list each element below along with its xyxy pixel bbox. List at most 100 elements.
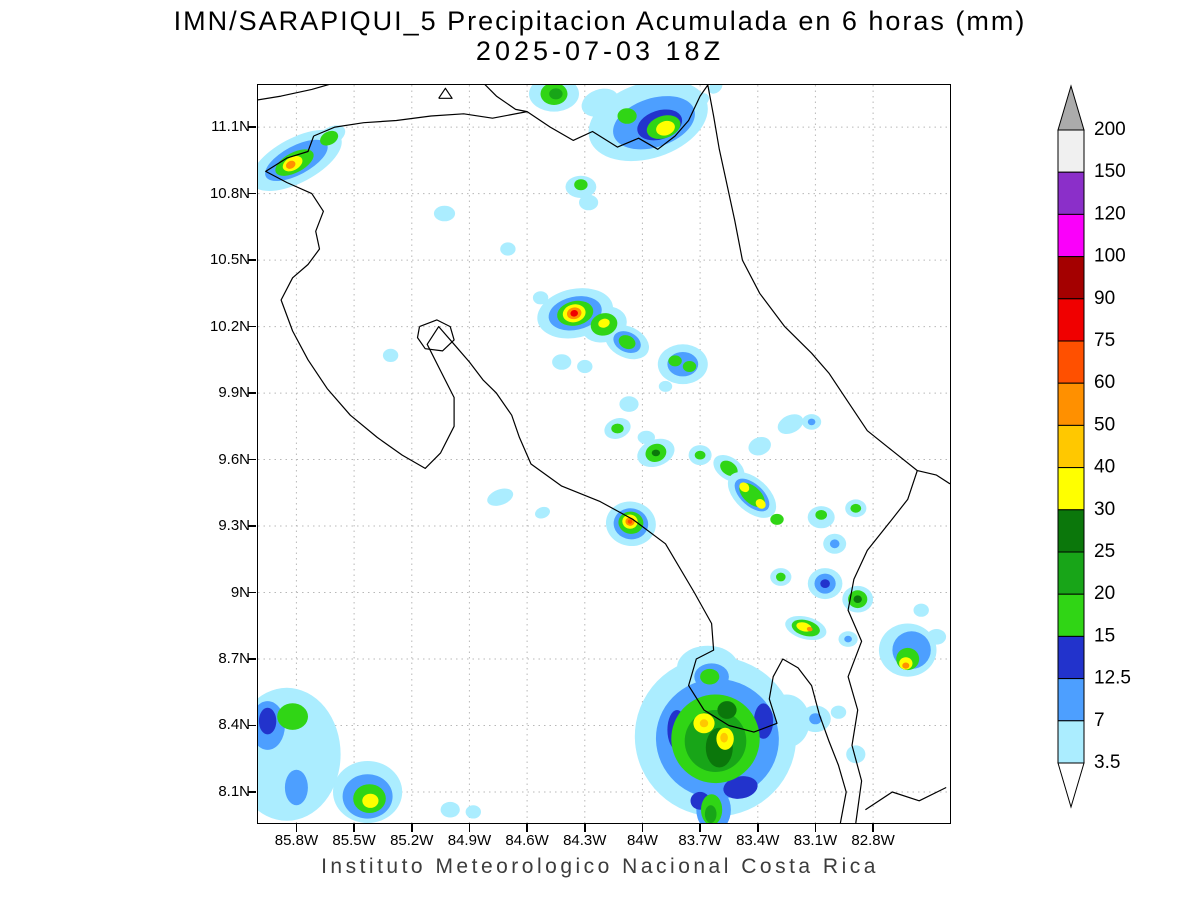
precip-cell	[738, 481, 749, 492]
precip-cell	[699, 668, 719, 684]
colorbar-label: 3.5	[1094, 752, 1120, 773]
colorbar-segment	[1057, 256, 1085, 300]
precip-cell	[747, 436, 771, 455]
colorbar-segment	[1057, 171, 1085, 215]
colorbar-label: 60	[1094, 372, 1115, 393]
precip-cell	[845, 744, 865, 763]
x-axis-tick	[584, 824, 586, 832]
colorbar-segment	[1057, 213, 1085, 258]
y-axis-label: 10.8N	[209, 184, 250, 202]
precip-cell	[532, 290, 548, 304]
colorbar-segment	[1057, 424, 1085, 469]
precip-cell	[843, 635, 852, 642]
coastline	[264, 135, 847, 823]
x-axis-tick	[411, 824, 413, 832]
precip-cell	[618, 334, 635, 349]
colorbar-label: 25	[1094, 541, 1115, 562]
colorbar: 200 150 120 100 90 75 60 50 40 30 25 20 15 12.5 7 3.5	[1057, 84, 1131, 809]
precip-cell	[814, 509, 827, 520]
colorbar-segment	[1057, 593, 1085, 637]
precip-cell	[699, 718, 708, 727]
colorbar-segment	[1057, 720, 1085, 764]
coastline	[437, 87, 453, 99]
y-axis-label: 10.2N	[209, 317, 250, 335]
coastline	[484, 84, 527, 112]
x-axis-label: 84.6W	[505, 832, 549, 849]
precip-cell	[755, 498, 766, 509]
precip-cell	[658, 380, 672, 392]
x-axis-tick	[295, 824, 298, 832]
precip-cell	[627, 518, 632, 524]
colorbar-label: 20	[1094, 583, 1115, 604]
precip-cell	[853, 594, 862, 603]
precip-cell	[829, 538, 839, 548]
colorbar-label: 120	[1094, 203, 1126, 224]
colorbar-segment	[1057, 382, 1085, 426]
precip-cell	[534, 506, 550, 519]
precip-cell	[926, 628, 946, 645]
precip-cell	[694, 450, 705, 459]
precip-cell	[597, 318, 610, 328]
precip-cell	[708, 84, 722, 94]
colorbar-label: 40	[1094, 457, 1115, 478]
colorbar-label: 15	[1094, 625, 1115, 646]
coastline	[416, 318, 455, 351]
x-axis-tick	[353, 824, 355, 832]
chart-subtitle: 2025-07-03 18Z	[475, 36, 725, 66]
y-axis-label: 8.7N	[218, 650, 250, 667]
precip-cell	[285, 160, 295, 169]
colorbar-label: 75	[1094, 330, 1115, 351]
map-plot-area	[256, 83, 951, 824]
y-axis-label: 10.5N	[209, 251, 250, 269]
precip-cell	[258, 707, 276, 734]
precip-cell	[716, 700, 737, 719]
x-axis-tick	[872, 824, 874, 832]
y-axis-label: 11.1N	[211, 118, 250, 136]
precip-cell	[830, 705, 846, 719]
precip-cell	[667, 354, 682, 366]
x-axis-label: 84.3W	[563, 832, 607, 849]
precip-cell	[617, 107, 637, 124]
x-axis-label: 83.4W	[736, 832, 780, 849]
y-axis-label: 9N	[230, 583, 250, 601]
precip-cell	[569, 309, 578, 317]
colorbar-segment	[1057, 551, 1085, 595]
colorbar-label: 200	[1094, 119, 1126, 140]
precip-cell	[576, 359, 592, 373]
precip-cell	[465, 804, 481, 818]
precip-cell	[319, 130, 338, 146]
y-axis-tick	[248, 724, 256, 727]
colorbar-segment	[1057, 129, 1085, 173]
x-axis-tick	[468, 824, 471, 832]
coastline	[846, 469, 918, 823]
x-axis-tick	[757, 824, 759, 832]
precip-cell	[551, 353, 571, 370]
precip-cell	[808, 712, 822, 724]
x-axis-label: 84W	[627, 832, 658, 849]
y-axis-tick	[248, 525, 256, 527]
y-axis-label: 8.4N	[218, 716, 250, 734]
y-axis-tick	[248, 192, 256, 195]
precip-cell	[578, 194, 598, 210]
precip-cell	[548, 87, 563, 99]
y-axis-label: 9.6N	[218, 450, 250, 468]
y-axis-tick	[248, 126, 256, 128]
y-axis-tick	[248, 791, 256, 793]
precip-cell	[777, 413, 803, 434]
precip-cell	[284, 769, 308, 805]
x-axis-label: 85.8W	[274, 832, 319, 849]
precip-cell	[486, 488, 513, 506]
precip-cell	[573, 178, 588, 190]
colorbar-label: 90	[1094, 288, 1115, 309]
coastline	[864, 786, 946, 810]
precip-cell	[807, 418, 815, 425]
x-axis-label: 83.1W	[793, 832, 838, 849]
precip-cell	[819, 578, 830, 588]
x-axis-label: 85.5W	[332, 832, 376, 849]
y-axis-tick	[248, 658, 256, 660]
colorbar-segment	[1057, 635, 1085, 680]
precip-cell	[440, 801, 460, 817]
precip-cell	[849, 503, 861, 513]
precip-cell	[722, 775, 758, 799]
footer-text: Instituto Meteorologico Nacional Costa R…	[321, 855, 879, 878]
